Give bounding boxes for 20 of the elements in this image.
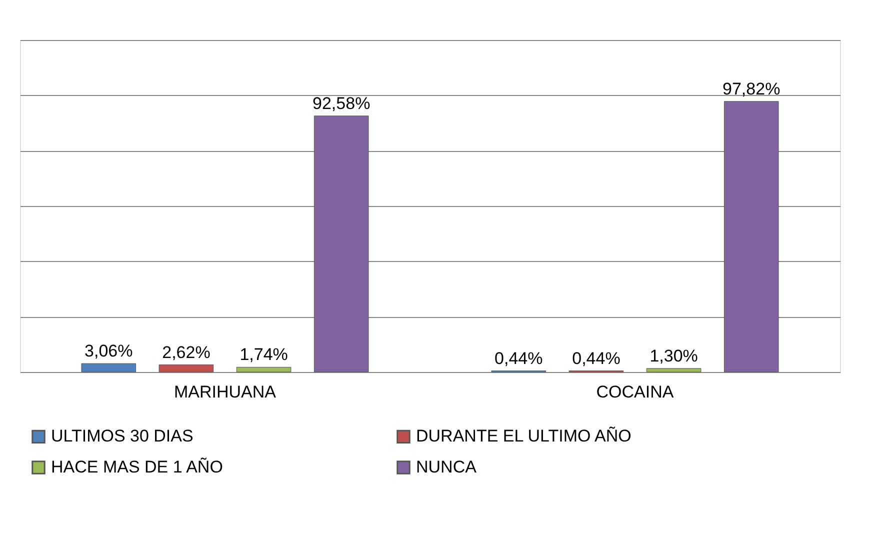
bar: [236, 366, 292, 372]
bar: [158, 364, 214, 372]
data-label: 92,58%: [312, 94, 370, 113]
data-label: 1,74%: [240, 345, 288, 364]
x-tick-label: COCAINA: [596, 382, 674, 402]
data-label: 0,44%: [572, 348, 620, 368]
x-tick-label: MARIHUANA: [174, 382, 277, 402]
legend-label: HACE MAS DE 1 AÑO: [51, 458, 223, 476]
data-label: 2,62%: [162, 342, 210, 362]
legend-label: ULTIMOS 30 DIAS: [51, 426, 194, 446]
data-label: 1,30%: [650, 346, 698, 366]
legend-label: DURANTE EL ULTIMO AÑO: [416, 426, 632, 446]
bar: [724, 101, 779, 372]
bar: [646, 368, 702, 372]
bar: [81, 363, 136, 372]
data-label: 3,06%: [84, 342, 133, 361]
legend-label: NUNCA: [416, 458, 478, 476]
data-label: 97,82%: [722, 79, 780, 98]
data-label: 0,44%: [494, 348, 543, 368]
bar: [314, 116, 369, 372]
